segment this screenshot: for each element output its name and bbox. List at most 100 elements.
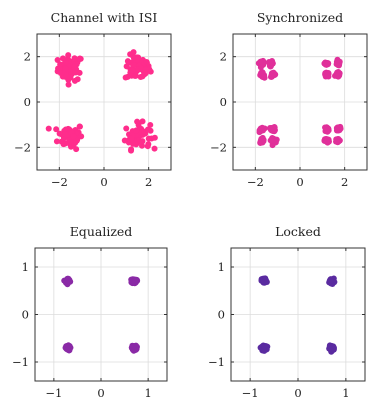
y-tick-label: 0 xyxy=(24,95,31,109)
data-point xyxy=(137,73,144,80)
x-tick-label: −2 xyxy=(51,175,68,189)
data-point xyxy=(334,70,341,77)
data-point xyxy=(259,136,266,143)
data-point xyxy=(128,135,135,142)
data-point xyxy=(71,77,78,84)
chart-title: Synchronized xyxy=(257,10,343,25)
data-point xyxy=(53,126,60,133)
x-tick-label: 2 xyxy=(145,175,152,189)
data-point xyxy=(335,125,342,132)
x-tick-label: −1 xyxy=(242,386,259,400)
data-point xyxy=(128,344,135,351)
data-point xyxy=(323,125,330,132)
data-point xyxy=(45,125,52,132)
data-point xyxy=(135,56,142,63)
x-tick-label: 1 xyxy=(342,386,349,400)
data-point xyxy=(128,147,135,154)
x-tick-label: 0 xyxy=(296,175,303,189)
data-point xyxy=(260,126,267,133)
data-point xyxy=(327,278,334,285)
y-tick-label: 2 xyxy=(24,50,31,64)
data-point xyxy=(270,125,277,132)
chart-title: Locked xyxy=(275,224,321,239)
y-tick-label: −2 xyxy=(14,140,31,154)
data-point xyxy=(139,118,146,125)
chart-title: Channel with ISI xyxy=(51,10,158,25)
data-point xyxy=(133,127,140,134)
data-point xyxy=(123,125,130,132)
data-point xyxy=(73,146,80,153)
data-point xyxy=(269,137,276,144)
data-point xyxy=(143,59,150,66)
subplot-equalized: Equalized −1 0 1 −1 0 1 xyxy=(0,200,180,403)
chart-svg: Locked −1 0 1 −1 0 1 xyxy=(208,224,366,400)
y-tick-label: 0 xyxy=(22,308,29,322)
data-point xyxy=(261,74,268,81)
subplot-channel-with-isi: Channel with ISI −2 0 2 −2 0 2 xyxy=(0,0,180,200)
data-point xyxy=(64,346,71,353)
data-point xyxy=(261,347,268,354)
data-point xyxy=(76,55,83,62)
x-tick-label: −1 xyxy=(45,386,62,400)
data-point xyxy=(151,145,158,152)
data-point xyxy=(67,74,74,81)
data-point xyxy=(70,133,77,140)
chart-svg: Synchronized −2 0 2 −2 0 2 xyxy=(210,10,368,189)
chart-svg: Channel with ISI −2 0 2 −2 0 2 xyxy=(14,10,172,189)
data-point xyxy=(145,135,152,142)
data-point xyxy=(323,61,330,68)
data-point xyxy=(124,73,131,80)
data-point xyxy=(65,81,72,88)
data-point xyxy=(67,138,74,145)
data-point xyxy=(76,123,83,130)
data-point xyxy=(130,140,137,147)
chart-title: Equalized xyxy=(70,224,133,239)
data-point xyxy=(71,55,78,62)
x-tick-label: 2 xyxy=(341,175,348,189)
subplot-locked: Locked −1 0 1 −1 0 1 xyxy=(190,200,368,403)
subplot-synchronized: Synchronized −2 0 2 −2 0 2 xyxy=(190,0,368,200)
data-point xyxy=(132,277,139,284)
data-point xyxy=(71,62,78,69)
data-point xyxy=(268,72,275,79)
data-point xyxy=(326,345,333,352)
data-point xyxy=(147,121,154,128)
data-point xyxy=(151,134,158,141)
y-tick-label: 2 xyxy=(220,50,227,64)
data-point xyxy=(262,275,269,282)
data-point xyxy=(72,69,79,76)
data-point xyxy=(123,63,130,70)
data-point xyxy=(124,58,131,65)
data-point xyxy=(56,130,63,137)
data-point xyxy=(260,60,267,67)
data-point xyxy=(136,137,143,144)
data-point xyxy=(325,138,332,145)
y-tick-label: 1 xyxy=(218,260,225,274)
data-point xyxy=(325,73,332,80)
x-tick-label: 0 xyxy=(97,386,104,400)
data-point xyxy=(144,126,151,133)
data-point xyxy=(127,51,134,58)
y-tick-label: −1 xyxy=(208,355,225,369)
data-point xyxy=(65,52,72,59)
data-point xyxy=(54,57,61,64)
chart-svg: Equalized −1 0 1 −1 0 1 xyxy=(12,224,168,400)
data-point xyxy=(121,137,128,144)
y-tick-label: 0 xyxy=(218,308,225,322)
data-point xyxy=(63,59,70,66)
y-tick-label: −2 xyxy=(210,140,227,154)
y-tick-label: 1 xyxy=(22,260,29,274)
data-point xyxy=(66,279,73,286)
x-tick-label: 0 xyxy=(294,386,301,400)
data-point xyxy=(132,72,139,79)
data-point xyxy=(60,141,67,148)
data-point xyxy=(334,139,341,146)
data-point xyxy=(266,62,273,69)
data-point xyxy=(142,66,149,73)
data-point xyxy=(135,121,142,128)
data-point xyxy=(334,59,341,66)
data-point xyxy=(130,62,137,69)
data-point xyxy=(144,143,151,150)
data-point xyxy=(53,138,60,145)
